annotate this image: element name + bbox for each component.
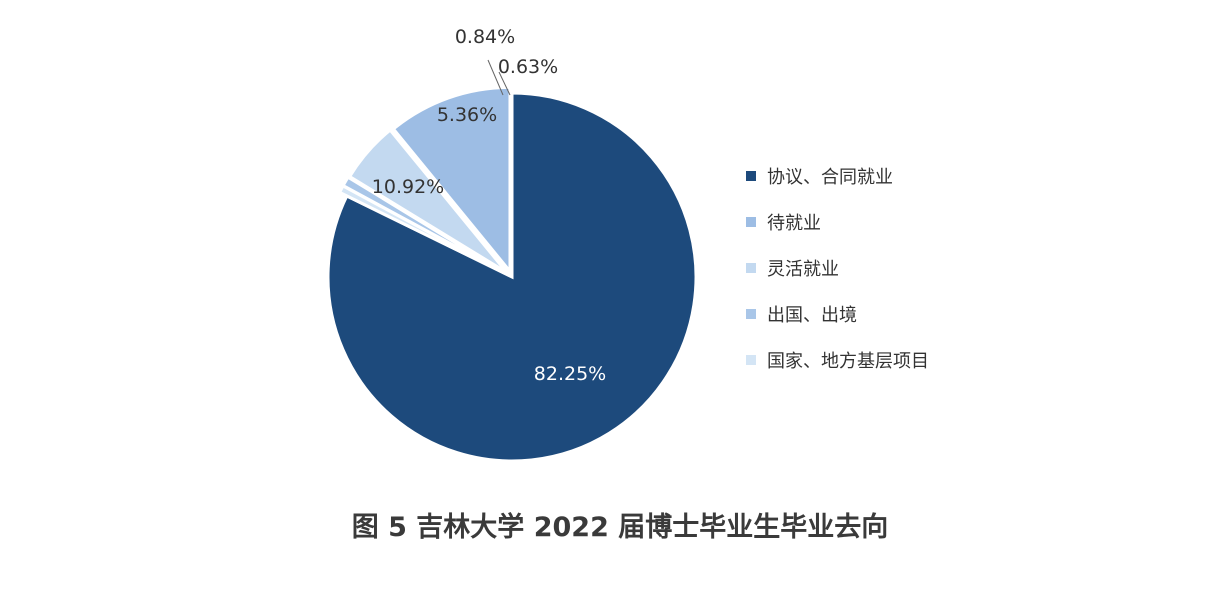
legend-swatch xyxy=(746,217,756,227)
legend-swatch xyxy=(746,309,756,319)
legend-label: 协议、合同就业 xyxy=(767,167,893,188)
legend-label: 灵活就业 xyxy=(767,259,839,280)
leader-line xyxy=(487,59,504,96)
data-label: 0.63% xyxy=(498,56,558,78)
data-label: 5.36% xyxy=(437,104,497,126)
pie-slice xyxy=(347,127,508,274)
pie-slice xyxy=(326,91,698,463)
data-label: 0.84% xyxy=(455,26,515,48)
pie-labels: 82.25% 0.63% 0.84% 5.36% 10.92% xyxy=(372,26,606,385)
legend-label: 出国、出境 xyxy=(767,305,857,326)
leader-line xyxy=(498,71,511,96)
legend-label: 待就业 xyxy=(767,213,821,234)
pie-slices xyxy=(326,85,698,463)
figure-caption: 图 5 吉林大学 2022 届博士毕业生毕业去向 xyxy=(352,511,889,543)
legend-swatch xyxy=(746,171,756,181)
data-label: 82.25% xyxy=(534,363,606,385)
data-label: 10.92% xyxy=(372,176,444,198)
legend-label: 国家、地方基层项目 xyxy=(767,351,929,372)
pie-slice xyxy=(391,85,512,276)
legend-swatch xyxy=(746,263,756,273)
legend-swatch xyxy=(746,355,756,365)
